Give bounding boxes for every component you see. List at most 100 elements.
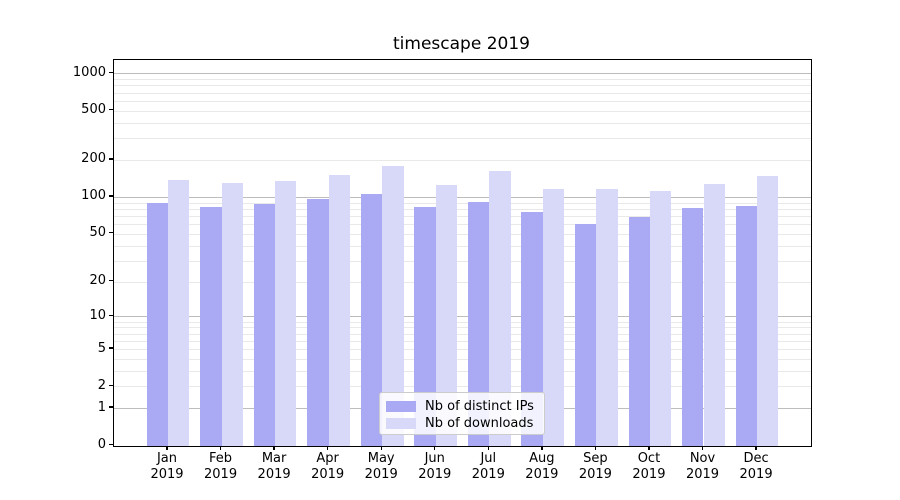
gridline-minor xyxy=(114,358,811,360)
y-tick-mark xyxy=(109,279,113,282)
y-tick-mark xyxy=(109,443,113,446)
y-tick-label: 200 xyxy=(81,151,106,167)
gridline-minor xyxy=(114,122,811,124)
gridline-minor xyxy=(114,159,811,161)
gridline-minor xyxy=(114,202,811,204)
bar-downloads-mar xyxy=(275,180,297,446)
y-tick-label: 50 xyxy=(89,225,106,241)
gridline-minor xyxy=(114,245,811,247)
y-tick-label: 10 xyxy=(89,307,106,323)
gridlines-layer xyxy=(114,60,811,446)
y-tick-mark xyxy=(109,232,113,234)
x-tick-label: Jul 2019 xyxy=(471,450,505,482)
bar-downloads-dec xyxy=(757,176,779,446)
bar-distinct-ips-aug xyxy=(521,211,543,446)
bar-distinct-ips-sep xyxy=(575,224,597,446)
bars-layer xyxy=(114,60,811,446)
bar-downloads-may xyxy=(382,166,404,446)
gridline-minor xyxy=(114,208,811,210)
bar-downloads-jun xyxy=(435,184,458,446)
gridline-minor xyxy=(114,386,811,388)
gridline-minor xyxy=(114,327,811,329)
y-tick-label: 1 xyxy=(97,399,106,415)
y-tick-mark xyxy=(109,406,113,408)
y-tick-mark xyxy=(109,384,113,387)
x-tick-mark xyxy=(166,445,168,450)
bar-distinct-ips-oct xyxy=(628,217,650,446)
bar-downloads-oct xyxy=(649,191,672,446)
legend-swatch-icon xyxy=(386,418,416,429)
bar-distinct-ips-jan xyxy=(146,202,168,446)
y-tick-mark xyxy=(109,158,113,160)
x-tick-label: Aug 2019 xyxy=(525,450,559,482)
x-tick-mark xyxy=(541,445,543,450)
chart-title: timescape 2019 xyxy=(393,34,530,54)
gridline-minor xyxy=(114,340,811,342)
bar-distinct-ips-mar xyxy=(253,204,276,446)
gridline-minor xyxy=(114,233,811,235)
bar-downloads-jul xyxy=(489,171,511,446)
y-tick-mark xyxy=(109,314,113,317)
x-tick-label: Sep 2019 xyxy=(578,450,612,482)
x-tick-mark xyxy=(434,445,436,450)
x-tick-mark xyxy=(648,445,650,450)
x-tick-mark xyxy=(755,445,757,450)
gridline-minor xyxy=(114,370,811,372)
legend: Nb of distinct IPs Nb of downloads xyxy=(379,392,545,435)
y-tick-mark xyxy=(109,195,113,197)
x-tick-label: Feb 2019 xyxy=(204,450,238,482)
y-tick-mark xyxy=(109,71,113,74)
gridline-major xyxy=(114,316,811,318)
y-tick-mark xyxy=(109,347,113,349)
gridline-major xyxy=(114,196,811,198)
x-tick-label: Oct 2019 xyxy=(632,450,666,482)
legend-row: Nb of downloads xyxy=(386,415,536,432)
gridline-minor xyxy=(114,110,811,112)
x-tick-mark xyxy=(326,445,329,450)
y-tick-mark xyxy=(109,109,113,111)
bar-distinct-ips-may xyxy=(360,194,383,446)
gridline-minor xyxy=(114,333,811,335)
x-tick-label: Jun 2019 xyxy=(418,450,452,482)
bar-downloads-feb xyxy=(221,182,243,446)
gridline-minor xyxy=(114,85,811,87)
gridline-minor xyxy=(114,92,811,94)
bar-distinct-ips-jun xyxy=(414,206,436,446)
bar-downloads-nov xyxy=(703,184,725,446)
y-tick-label: 500 xyxy=(81,102,106,118)
bar-downloads-aug xyxy=(542,189,565,446)
y-tick-label: 20 xyxy=(89,273,106,289)
legend-label: Nb of downloads xyxy=(425,416,534,431)
gridline-minor xyxy=(114,281,811,283)
bar-distinct-ips-nov xyxy=(682,207,704,446)
legend-swatch-icon xyxy=(386,401,416,412)
legend-row: Nb of distinct IPs xyxy=(386,398,536,415)
x-tick-label: Mar 2019 xyxy=(257,450,291,482)
bar-distinct-ips-dec xyxy=(735,205,758,446)
x-tick-mark xyxy=(219,445,222,450)
x-tick-label: Nov 2019 xyxy=(685,450,720,482)
gridline-minor xyxy=(114,100,811,102)
x-tick-label: Jan 2019 xyxy=(150,450,184,482)
x-tick-mark xyxy=(487,445,489,450)
gridline-minor xyxy=(114,79,811,81)
gridline-minor xyxy=(114,321,811,323)
y-tick-label: 100 xyxy=(81,188,106,204)
plot-area: Nb of distinct IPs Nb of downloads xyxy=(113,59,812,447)
x-tick-mark xyxy=(594,445,597,450)
bar-downloads-sep xyxy=(596,188,618,446)
gridline-minor xyxy=(114,260,811,262)
x-tick-mark xyxy=(380,445,382,450)
y-tick-label: 1000 xyxy=(72,64,106,80)
y-tick-label: 2 xyxy=(97,377,106,393)
x-tick-mark xyxy=(273,445,275,450)
x-tick-label: Dec 2019 xyxy=(739,450,773,482)
x-tick-mark xyxy=(701,445,704,450)
gridline-minor xyxy=(114,215,811,217)
gridline-major xyxy=(114,73,811,75)
bar-distinct-ips-apr xyxy=(307,198,329,446)
y-tick-label: 5 xyxy=(97,340,106,356)
bar-distinct-ips-feb xyxy=(200,206,222,446)
gridline-minor xyxy=(114,224,811,226)
